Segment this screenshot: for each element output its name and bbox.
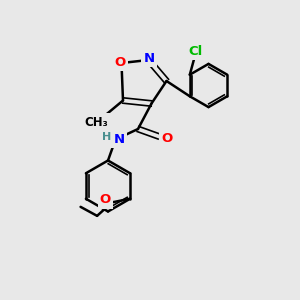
Text: H: H [103, 131, 112, 142]
Text: CH₃: CH₃ [84, 116, 108, 129]
Text: O: O [161, 132, 172, 146]
Text: N: N [113, 133, 125, 146]
Text: Cl: Cl [189, 45, 203, 58]
Text: N: N [143, 52, 155, 65]
Text: O: O [114, 56, 126, 69]
Text: O: O [100, 194, 111, 206]
